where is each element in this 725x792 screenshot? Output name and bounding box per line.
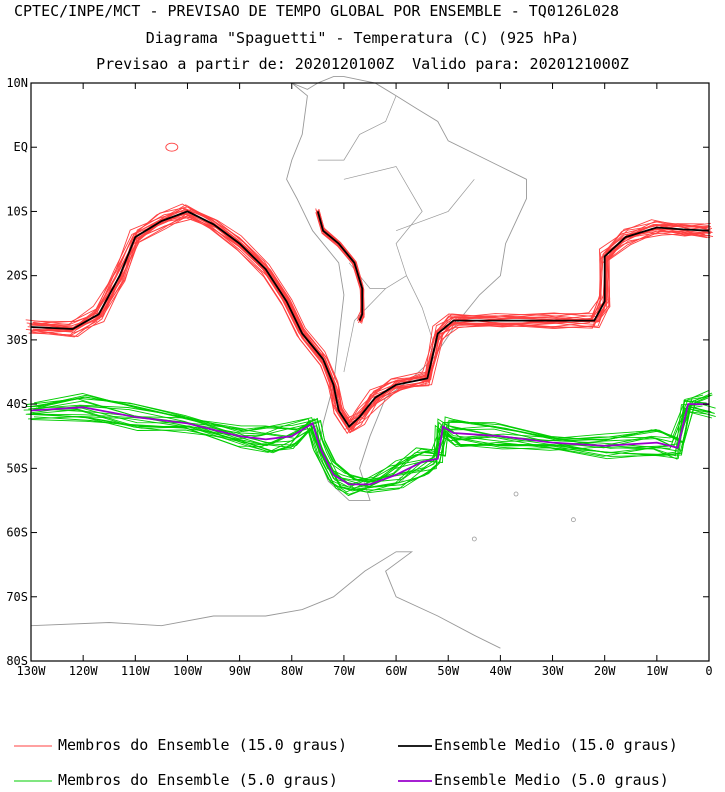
chart-title-line3: Previsao a partir de: 2020120100Z Valido… [96, 55, 629, 73]
member-5-line [33, 408, 716, 491]
chart-title-line2: Diagrama "Spaguetti" - Temperatura (C) (… [145, 29, 580, 47]
ensemble-mean-layer [30, 210, 710, 486]
member-15-line [25, 216, 705, 431]
member-5-line [28, 410, 708, 493]
y-tick-label: 50S [6, 461, 28, 475]
country-border [317, 95, 397, 161]
y-tick-label: 80S [6, 654, 28, 668]
country-border [343, 166, 423, 276]
x-tick-label: 90W [229, 664, 251, 678]
x-tick-label: 130W [17, 664, 47, 678]
member-15-line [33, 214, 714, 433]
member-5-line [30, 405, 712, 488]
legend-label-mean5: Ensemble Medio (5.0 graus) [434, 771, 669, 789]
island [571, 517, 576, 523]
legend-label-mean15: Ensemble Medio (15.0 graus) [434, 736, 678, 754]
x-tick-label: 40W [490, 664, 512, 678]
y-tick-label: 60S [6, 526, 28, 540]
member-5-line [37, 392, 713, 481]
x-tick-label: 120W [69, 664, 99, 678]
country-border [406, 275, 433, 360]
x-tick-label: 0 [705, 664, 712, 678]
antarctica-coastline [30, 551, 501, 649]
x-tick-label: 50W [437, 664, 459, 678]
y-tick-label: 10S [6, 204, 28, 218]
x-tick-label: 100W [173, 664, 203, 678]
axis-layer: 130W 120W 110W 100W 90W 80W 70W 60W 50W 40W 30W 20W… [6, 76, 712, 678]
x-tick-label: 80W [281, 664, 303, 678]
x-tick-label: 20W [594, 664, 616, 678]
island [471, 536, 477, 542]
island [513, 491, 519, 497]
x-tick-label: 30W [542, 664, 564, 678]
y-tick-label: EQ [14, 140, 28, 154]
y-tick-label: 40S [6, 397, 28, 411]
legend-label-members15: Membros do Ensemble (15.0 graus) [58, 736, 347, 754]
country-border [395, 179, 475, 232]
x-tick-label: 70W [333, 664, 355, 678]
x-tick-label: 10W [646, 664, 668, 678]
coastline-layer [30, 76, 576, 649]
mean-15-line [30, 210, 710, 428]
y-tick-label: 30S [6, 333, 28, 347]
mean-15-andes-line [316, 211, 364, 321]
members-15-layer [25, 142, 714, 435]
member-15-line [26, 207, 707, 425]
country-border [343, 288, 386, 373]
member-5-line [32, 397, 709, 489]
x-tick-label: 60W [385, 664, 407, 678]
member-5-line [30, 396, 708, 481]
mean-5-line [30, 403, 709, 486]
member-5-line [33, 400, 716, 483]
chart-title-line1: CPTEC/INPE/MCT - PREVISAO DE TEMPO GLOBA… [14, 2, 620, 20]
plot-frame [30, 82, 710, 662]
y-tick-label: 10N [6, 76, 28, 90]
y-tick-label: 70S [6, 590, 28, 604]
x-tick-label: 110W [121, 664, 151, 678]
members-5-layer [23, 390, 716, 497]
y-tick-label: 20S [6, 269, 28, 283]
legend-label-members5: Membros do Ensemble (5.0 graus) [58, 771, 338, 789]
member-15-contour-blob [165, 142, 179, 152]
